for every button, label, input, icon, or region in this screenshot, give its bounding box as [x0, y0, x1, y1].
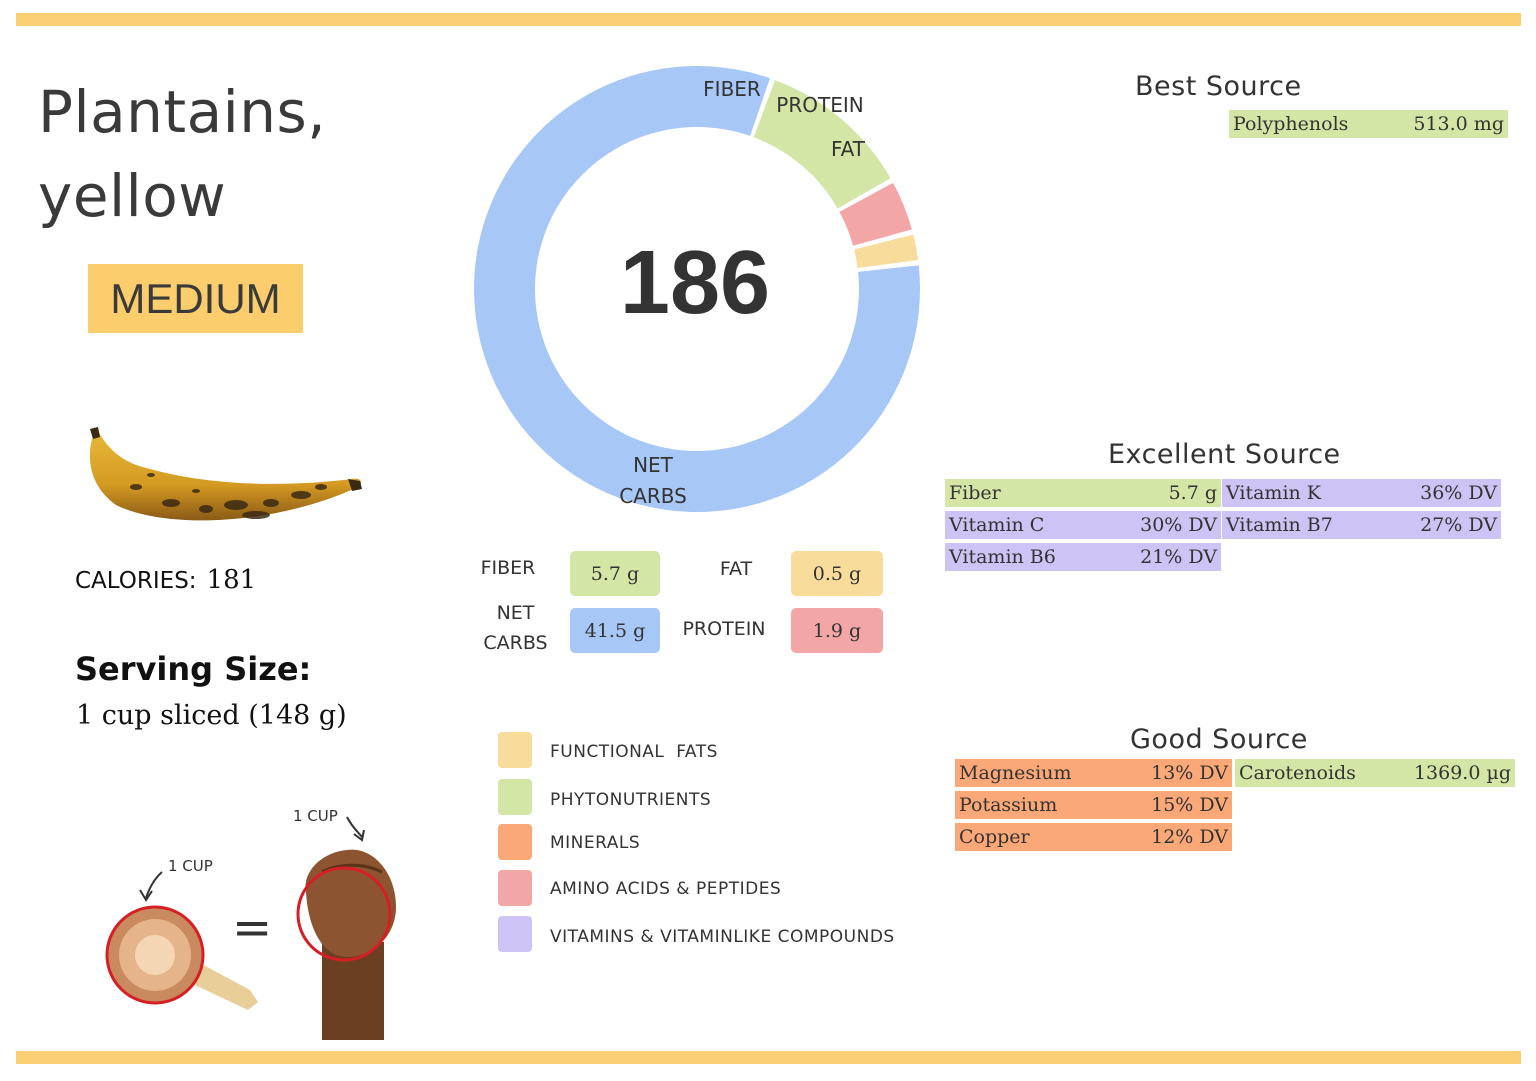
- legend-label-phytonutrients: PHYTONUTRIENTS: [550, 790, 712, 810]
- macro-net-carbs-label-line2: CARBS: [483, 632, 548, 654]
- best-source-heading: Best Source: [1135, 71, 1302, 102]
- nutrient-fiber: Fiber 5.7 g: [945, 479, 1221, 507]
- nutrient-value: 13% DV: [1151, 762, 1228, 784]
- legend-swatch-vitamins: [498, 916, 532, 952]
- donut-slice-fiber: [753, 80, 891, 209]
- nutrient-value: 27% DV: [1420, 514, 1497, 536]
- calories: CALORIES: 181: [75, 565, 256, 595]
- nutrient-value: 36% DV: [1420, 482, 1497, 504]
- good-source-heading: Good Source: [1130, 724, 1308, 755]
- nutrient-name: Magnesium: [959, 762, 1072, 784]
- nutrient-value: 30% DV: [1140, 514, 1217, 536]
- nutrient-name: Vitamin C: [949, 514, 1045, 536]
- calorie-donut-chart: NET CARBS FIBER PROTEIN FAT: [474, 65, 920, 512]
- legend-swatch-phytonutrients: [498, 779, 532, 815]
- nutrient-value: 5.7 g: [1168, 482, 1217, 504]
- nutrient-value: 12% DV: [1151, 826, 1228, 848]
- nutrient-name: Vitamin K: [1226, 482, 1321, 504]
- food-title-line1: Plantains,: [38, 78, 327, 146]
- nutrient-magnesium: Magnesium 13% DV: [955, 759, 1232, 787]
- nutrient-name: Vitamin B6: [949, 546, 1056, 568]
- nutrient-value: 15% DV: [1151, 794, 1228, 816]
- nutrient-copper: Copper 12% DV: [955, 823, 1232, 851]
- serving-size-heading: Serving Size:: [75, 650, 312, 688]
- nutrient-name: Fiber: [949, 482, 1001, 504]
- nutrient-value: 513.0 mg: [1413, 113, 1504, 135]
- nutrient-polyphenols: Polyphenols 513.0 mg: [1229, 110, 1508, 138]
- nutrient-potassium: Potassium 15% DV: [955, 791, 1232, 819]
- donut-slice-fat: [854, 234, 919, 268]
- nutrient-value: 1369.0 µg: [1413, 762, 1511, 784]
- total-calories: 186: [619, 233, 771, 333]
- donut-label-fat: FAT: [831, 137, 866, 161]
- equals-sign: =: [232, 900, 273, 956]
- nutrient-vitamin-c: Vitamin C 30% DV: [945, 511, 1221, 539]
- excellent-source-heading: Excellent Source: [1108, 439, 1341, 470]
- macro-fat-label: FAT: [719, 558, 753, 580]
- legend-label-functional-fats: FUNCTIONAL FATS: [550, 742, 718, 762]
- macro-fiber-value: 5.7 g: [570, 551, 660, 596]
- legend-label-vitamins: VITAMINS & VITAMINLIKE COMPOUNDS: [550, 927, 895, 947]
- nutrient-carotenoids: Carotenoids 1369.0 µg: [1235, 759, 1515, 787]
- nutrient-vitamin-b7: Vitamin B7 27% DV: [1222, 511, 1501, 539]
- nutrient-vitamin-b6: Vitamin B6 21% DV: [945, 543, 1221, 571]
- food-title: Plantains, yellow: [38, 70, 326, 238]
- donut-slice-protein: [839, 182, 912, 246]
- donut-label-protein: PROTEIN: [776, 93, 863, 117]
- macro-net-carbs-value: 41.5 g: [570, 608, 660, 653]
- nutrient-vitamin-k: Vitamin K 36% DV: [1222, 479, 1501, 507]
- size-badge: MEDIUM: [88, 264, 303, 333]
- top-accent-bar: [16, 13, 1521, 26]
- nutrient-name: Potassium: [959, 794, 1058, 816]
- nutrient-name: Copper: [959, 826, 1030, 848]
- food-title-line2: yellow: [38, 162, 227, 230]
- legend-swatch-minerals: [498, 824, 532, 860]
- macro-protein-label: PROTEIN: [682, 618, 766, 640]
- macro-fiber-label: FIBER: [480, 557, 536, 579]
- nutrient-name: Polyphenols: [1233, 113, 1349, 135]
- legend-swatch-functional-fats: [498, 732, 532, 768]
- cup-label-2: 1 CUP: [293, 807, 338, 825]
- macro-net-carbs-label: NET CARBS: [468, 598, 563, 658]
- bottom-accent-bar: [16, 1051, 1521, 1064]
- cup-label-1: 1 CUP: [168, 857, 213, 875]
- nutrient-name: Vitamin B7: [1226, 514, 1333, 536]
- calories-label: CALORIES:: [75, 568, 197, 594]
- donut-label-fiber: FIBER: [703, 77, 761, 101]
- nutrient-value: 21% DV: [1140, 546, 1217, 568]
- fist-image: [296, 816, 396, 1040]
- legend-label-amino-acids: AMINO ACIDS & PEPTIDES: [550, 879, 782, 899]
- serving-size-value: 1 cup sliced (148 g): [76, 700, 347, 731]
- measuring-cup-image: [105, 871, 258, 1010]
- macro-fat-value: 0.5 g: [791, 551, 883, 596]
- plantain-image: [89, 427, 362, 521]
- macro-protein-value: 1.9 g: [791, 608, 883, 653]
- macro-net-carbs-label-line1: NET: [496, 602, 535, 624]
- calories-value: 181: [206, 565, 257, 595]
- legend-swatch-amino-acids: [498, 870, 532, 906]
- nutrient-name: Carotenoids: [1239, 762, 1356, 784]
- donut-label-net-carbs: NET CARBS: [619, 453, 687, 508]
- legend-label-minerals: MINERALS: [550, 833, 641, 853]
